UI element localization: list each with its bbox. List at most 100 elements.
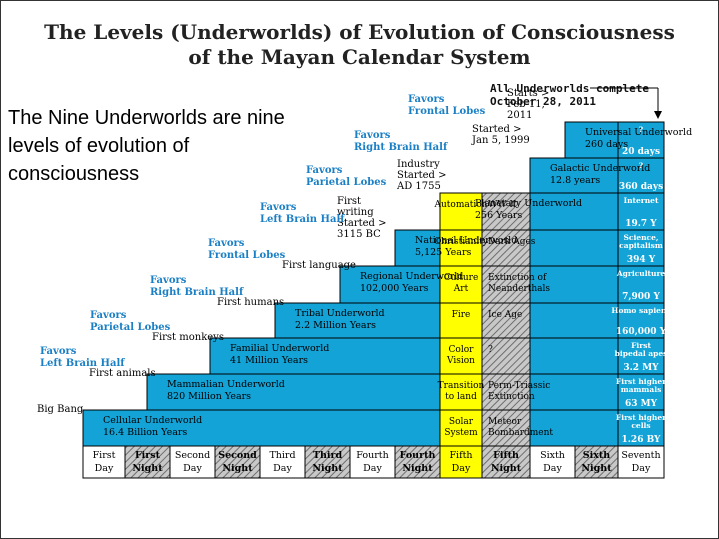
day-cell-9 [481, 445, 531, 479]
day-cell-label-b: Day [543, 463, 562, 474]
fifth-night-cell [481, 229, 531, 267]
day-cell-label-a: Fifth [493, 450, 519, 461]
favors-label: Favors Parietal Lobes [306, 165, 387, 188]
fifth-night-event: Perm-Triassic [488, 381, 550, 391]
fifth-night-event: Neanderthals [488, 284, 550, 294]
day-cell-8 [439, 445, 483, 479]
day-cell-1 [124, 445, 171, 479]
day-cell-label-a: Second [218, 450, 257, 461]
result-label: ? [639, 125, 644, 134]
completion-note-line-2: October 28, 2011 [490, 95, 596, 108]
fifth-night-cell [481, 192, 531, 231]
result-label: First higher [616, 413, 667, 422]
fifth-night-event: ? [488, 345, 493, 355]
fifth-day-event: to land [445, 392, 477, 402]
result-label: mammals [621, 385, 662, 394]
fifth-night-event: Ice Age [488, 310, 522, 320]
fifth-night-event: Bombardment [488, 428, 553, 438]
lead-text: The Nine Underworlds are nine levels of … [8, 107, 285, 185]
day-cell-10 [529, 445, 576, 479]
underworld-name: Mammalian Underworld [167, 379, 285, 390]
underworld-start-label: First writing Started > 3115 BC [337, 196, 387, 240]
day-cell-label-b: Day [363, 463, 382, 474]
result-value: 63 MY [625, 399, 658, 409]
fifth-day-event: System [444, 428, 478, 438]
day-cell-label-a: First [93, 450, 116, 461]
underworld-duration: 41 Million Years [230, 355, 308, 366]
underworld-duration: 256 Years [475, 210, 522, 221]
result-value: 7,900 Y [622, 292, 660, 302]
result-label: ? [639, 161, 644, 170]
underworld-duration: 12.8 years [550, 175, 600, 186]
result-label: Homo sapiens [611, 306, 670, 315]
day-cell-label-b: Night [491, 463, 522, 474]
fifth-night-event: Meteor [488, 417, 522, 427]
favors-label: Favors Left Brain Half [40, 346, 125, 369]
result-cell [617, 157, 665, 194]
underworld-start-label: First language [282, 260, 356, 271]
day-cell-label-a: Fourth [356, 450, 388, 461]
underworld-start-label: First monkeys [152, 332, 224, 343]
result-label: cells [631, 421, 650, 430]
underworld-band [564, 121, 619, 159]
title-line-1: The Levels (Underworlds) of Evolution of… [44, 20, 675, 44]
underworld-start-label: First humans [217, 297, 285, 308]
day-cell-label-b: Day [452, 463, 471, 474]
day-cell-label-b: Day [273, 463, 292, 474]
day-cell-label-a: Third [269, 450, 295, 461]
fifth-night-event: WW II [488, 200, 517, 210]
favors-label: Favors Right Brain Half [354, 130, 448, 153]
underworld-band [146, 373, 619, 411]
underworld-band [529, 157, 619, 194]
result-cell [617, 302, 665, 339]
day-cell-label-a: Fourth [400, 450, 436, 461]
day-cell-label-a: Sixth [583, 450, 611, 461]
underworld-name: Galactic Underworld [550, 163, 650, 174]
underworld-start-label: First animals [89, 368, 156, 379]
result-value: 1.26 BY [622, 435, 662, 445]
fifth-day-cell [439, 265, 483, 304]
fifth-day-event: Art [453, 284, 469, 294]
title-line-2: of the Mayan Calendar System [188, 45, 531, 69]
underworld-name: Universal Underworld [585, 127, 692, 138]
day-cell-7 [394, 445, 441, 479]
result-value: 20 days [622, 147, 660, 157]
completion-note-line-1: All Underworlds complete [490, 82, 649, 95]
favors-label: Favors Parietal Lobes [90, 310, 171, 333]
result-label: Internet [624, 196, 659, 205]
underworld-name: Regional Underworld [360, 271, 463, 282]
favors-label: Favors Frontal Lobes [408, 94, 486, 117]
underworld-duration: 102,000 Years [360, 283, 429, 294]
result-cell [617, 373, 665, 411]
day-cell-label-a: Second [175, 450, 210, 461]
day-cell-11 [574, 445, 619, 479]
result-value: 3.2 MY [623, 363, 659, 373]
fifth-day-event: Christianity [434, 237, 489, 247]
fifth-night-event: Extinction [488, 392, 535, 402]
underworld-duration: 5,125 Years [415, 247, 471, 258]
day-cell-label-a: First [135, 450, 161, 461]
fifth-night-cell [481, 265, 531, 304]
day-cell-label-b: Night [581, 463, 612, 474]
underworld-name: Tribal Underworld [295, 308, 385, 319]
day-cell-6 [349, 445, 396, 479]
fifth-day-event: Solar [449, 417, 474, 427]
day-cell-label-a: Fifth [449, 450, 472, 461]
result-value: 394 Y [627, 255, 656, 265]
day-cell-label-b: Night [132, 463, 163, 474]
fifth-day-event: Color [449, 345, 475, 355]
underworld-name: Cellular Underworld [103, 415, 202, 426]
fifth-day-event: Transition [438, 381, 485, 391]
day-cell-label-b: Night [402, 463, 433, 474]
underworld-start-label: Starts > Feb 11, 2011 [507, 88, 550, 121]
result-cell [617, 229, 665, 267]
favors-label: Favors Frontal Lobes [208, 238, 286, 261]
result-cell [617, 337, 665, 375]
result-value: 360 days [619, 182, 663, 192]
underworld-name: Planetary Underworld [475, 198, 582, 209]
day-cell-label-b: Night [222, 463, 253, 474]
fifth-day-event: Vision [446, 356, 475, 366]
favors-label: Favors Left Brain Half [260, 202, 345, 225]
underworld-name: National Underworld [415, 235, 517, 246]
